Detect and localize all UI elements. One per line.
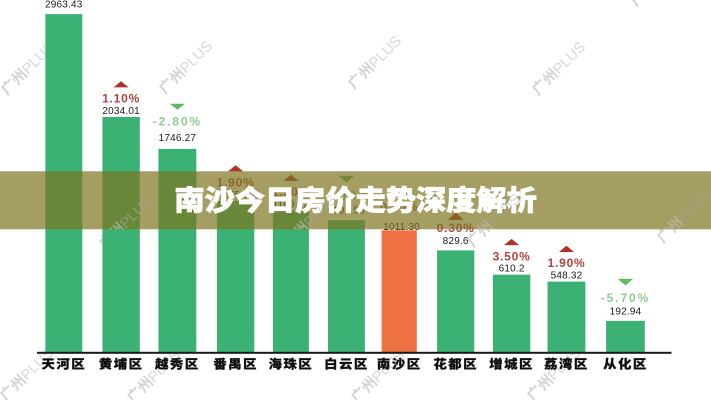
svg-text:3.50%: 3.50% [493,249,531,263]
svg-text:2963.43: 2963.43 [45,0,83,11]
svg-text:2034.01: 2034.01 [102,106,140,117]
svg-text:-5.70%: -5.70% [601,291,650,305]
svg-text:548.32: 548.32 [551,270,583,281]
svg-text:-2.80%: -2.80% [153,115,202,129]
svg-text:610.2: 610.2 [499,264,525,275]
svg-text:1.10%: 1.10% [102,92,140,106]
svg-text:1746.27: 1746.27 [159,133,197,144]
svg-text:1.90%: 1.90% [547,256,585,270]
svg-text:829.6: 829.6 [443,236,469,247]
svg-text:192.94: 192.94 [610,307,642,318]
